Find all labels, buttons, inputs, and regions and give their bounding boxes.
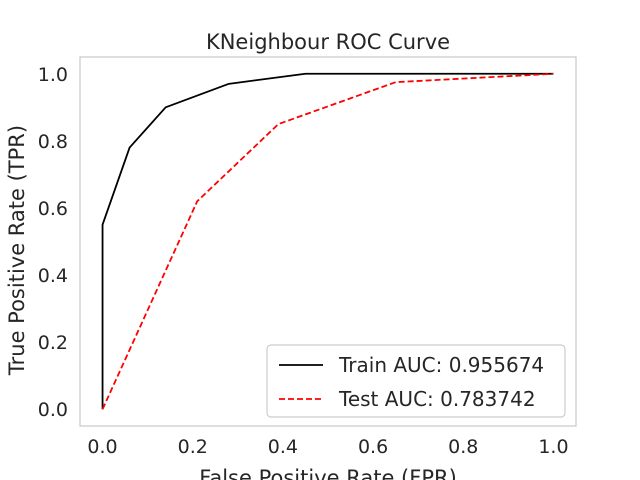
x-tick-label: 0.4 bbox=[268, 436, 298, 458]
y-tick-label: 0.6 bbox=[38, 198, 68, 220]
legend-label: Test AUC: 0.783742 bbox=[338, 387, 536, 411]
series-line-train bbox=[101, 72, 554, 410]
chart-title: KNeighbour ROC Curve bbox=[206, 30, 450, 54]
plot-frame bbox=[79, 56, 577, 427]
y-tick-label: 0.0 bbox=[38, 399, 68, 421]
y-tick-label: 0.4 bbox=[38, 265, 68, 287]
legend-label: Train AUC: 0.955674 bbox=[338, 353, 544, 377]
x-axis-label: False Positive Rate (FPR) bbox=[199, 466, 457, 480]
legend: Train AUC: 0.955674 Test AUC: 0.783742 bbox=[266, 344, 566, 418]
x-tick-label: 0.0 bbox=[87, 436, 117, 458]
x-tick-label: 0.2 bbox=[178, 436, 208, 458]
series-line-test bbox=[101, 72, 554, 410]
x-tick-label: 0.8 bbox=[448, 436, 478, 458]
y-axis-label: True Positive Rate (TPR) bbox=[5, 125, 29, 376]
legend-box bbox=[266, 344, 566, 418]
x-tick-label: 1.0 bbox=[538, 436, 568, 458]
y-tick-label: 1.0 bbox=[38, 64, 68, 86]
x-tick-label: 0.6 bbox=[358, 436, 388, 458]
y-tick-label: 0.2 bbox=[38, 332, 68, 354]
y-tick-label: 0.8 bbox=[38, 131, 68, 153]
plot-area bbox=[79, 56, 577, 427]
